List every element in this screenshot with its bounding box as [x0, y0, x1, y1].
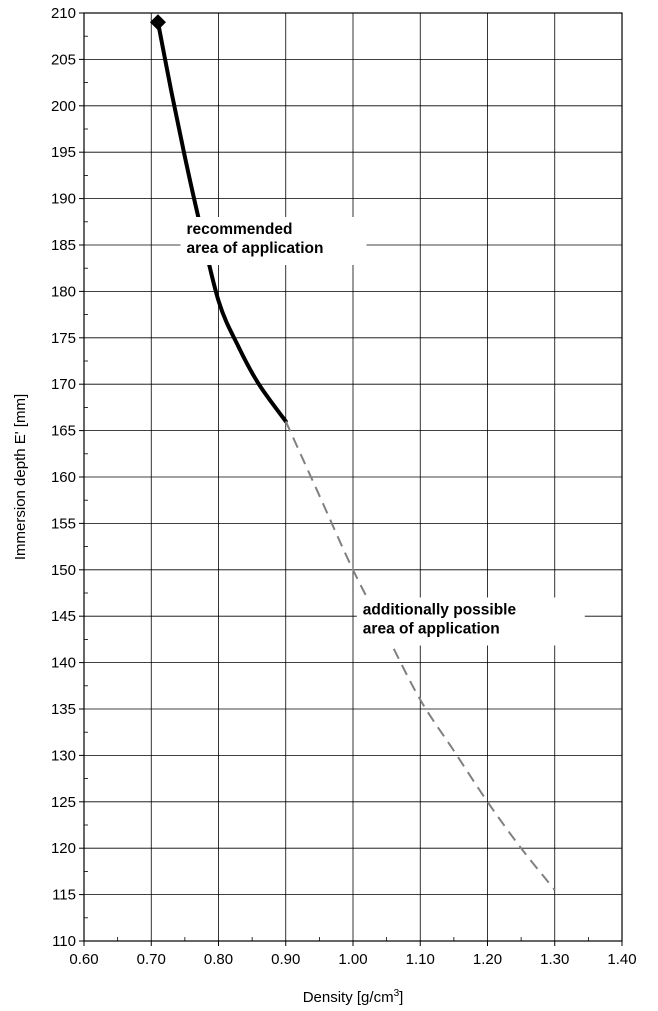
x-tick-label: 1.40	[607, 951, 636, 968]
annotation-background	[180, 217, 367, 265]
dashed-series-line	[284, 420, 556, 891]
y-axis-title: Immersion depth E' [mm]	[12, 394, 29, 560]
y-tick-labels: 110 115 120 125 130 135 140 145 150 155 160 165 170 1…	[51, 5, 76, 950]
y-tick-label: 115	[52, 887, 76, 904]
y-tick-label: 195	[51, 144, 76, 161]
y-tick-label: 110	[52, 933, 76, 950]
x-tick-label: 1.10	[406, 951, 435, 968]
x-tick-label: 0.90	[271, 951, 300, 968]
annotation-2: additionally possible area of application	[356, 597, 585, 646]
markers	[149, 14, 166, 31]
y-tick-label: 180	[51, 283, 76, 300]
y-tick-label: 145	[51, 608, 76, 625]
y-tick-label: 125	[51, 794, 76, 811]
annotation-line: area of application	[363, 620, 500, 637]
x-axis-title: Density [g/cm3]	[303, 988, 404, 1006]
minor-ticks	[79, 12, 623, 946]
y-tick-label: 210	[51, 5, 76, 22]
y-tick-label: 130	[51, 747, 76, 764]
x-tick-label: 1.20	[473, 951, 502, 968]
x-tick-label: 1.00	[338, 951, 367, 968]
y-tick-label: 200	[51, 98, 76, 115]
annotation-1: recommended area of application	[180, 217, 367, 265]
y-tick-label: 205	[51, 51, 76, 68]
y-tick-label: 120	[51, 840, 76, 857]
y-tick-label: 175	[51, 330, 76, 347]
y-tick-label: 155	[51, 515, 76, 532]
grid	[83, 12, 623, 942]
y-tick-label: 185	[51, 237, 76, 254]
annotation-line: area of application	[187, 240, 324, 257]
plot-frame	[83, 12, 623, 942]
x-tick-label: 1.30	[540, 951, 569, 968]
y-tick-label: 165	[51, 423, 76, 440]
y-tick-label: 160	[51, 469, 76, 486]
annotation-background	[356, 597, 585, 646]
y-tick-label: 170	[51, 376, 76, 393]
annotation-line: additionally possible	[363, 601, 517, 618]
y-tick-label: 140	[51, 655, 76, 672]
x-tick-label: 0.80	[204, 951, 233, 968]
y-tick-label: 135	[51, 701, 76, 718]
y-tick-label: 150	[51, 562, 76, 579]
y-tick-label: 190	[51, 191, 76, 208]
diamond-marker	[149, 14, 166, 31]
x-tick-label: 0.70	[137, 951, 166, 968]
x-tick-label: 0.60	[69, 951, 98, 968]
x-tick-labels: 0.60 0.70 0.80 0.90 1.00 1.10 1.20 1.30 1.40	[69, 951, 636, 968]
annotation-line: recommended	[187, 221, 293, 238]
